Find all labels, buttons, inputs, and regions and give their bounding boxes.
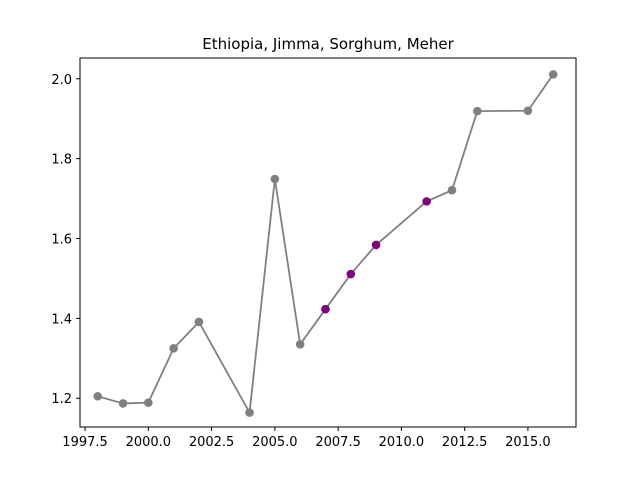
x-tick-label: 2007.5: [315, 435, 361, 450]
x-tick-label: 2010.0: [379, 435, 425, 450]
series-line: [97, 73, 554, 414]
data-point: [93, 391, 103, 401]
data-point: [144, 398, 153, 407]
y-tick-label: 1.6: [51, 233, 72, 248]
x-tick-label: 2015.0: [505, 435, 551, 450]
data-point: [118, 399, 128, 408]
data-point: [473, 106, 482, 116]
y-tick-label: 1.4: [51, 312, 72, 327]
plot-area-frame: [79, 57, 577, 428]
x-tick-label: 2005.0: [252, 435, 298, 450]
x-tick-label: 2002.5: [189, 435, 235, 450]
x-tick-label: 1997.5: [62, 435, 108, 450]
data-point: [245, 408, 254, 417]
y-axis: 1.2 1.4 1.6 1.8 2.0: [51, 73, 80, 407]
y-tick-label: 1.2: [51, 392, 72, 407]
data-point: [194, 317, 204, 327]
data-point: [295, 340, 305, 349]
series-layer: [93, 70, 558, 417]
data-point: [523, 106, 533, 116]
data-point: [447, 185, 457, 195]
y-tick-label: 2.0: [51, 73, 72, 88]
x-axis: 1997.5 2000.0 2002.5 2005.0 2007.5 2010.0 2012…: [62, 427, 551, 450]
y-tick-label: 1.8: [51, 153, 72, 168]
data-point: [548, 70, 558, 79]
data-point: [270, 174, 280, 184]
x-tick-label: 2000.0: [126, 435, 172, 450]
data-point: [321, 304, 330, 314]
data-point: [169, 344, 178, 353]
data-point: [422, 197, 431, 206]
data-point: [371, 240, 381, 250]
chart-title: Ethiopia, Jimma, Sorghum, Meher: [202, 35, 454, 53]
data-point: [346, 269, 356, 279]
x-tick-label: 2012.5: [442, 435, 488, 450]
